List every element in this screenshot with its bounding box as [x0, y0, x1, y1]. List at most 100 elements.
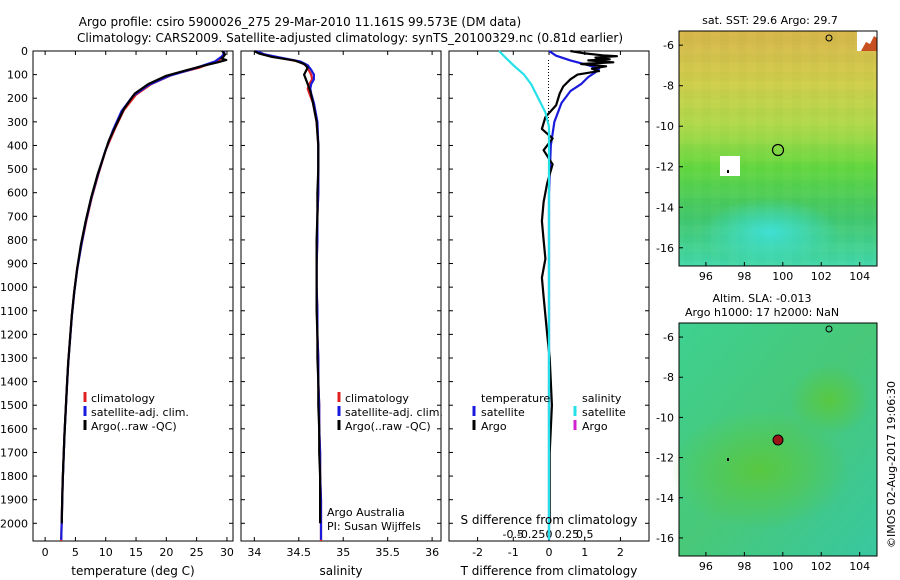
y-tick-label: 300 [7, 116, 28, 129]
difference-panel: -2 -1 0 1 2 -0.5-0.25 0 0.250.5 T difference f… [448, 49, 650, 578]
temperature-x-axis: 0 5 10 15 20 25 30 [42, 51, 234, 559]
legend-label-satellite: satellite-adj. clim. [91, 406, 189, 419]
x-tick-label: 10 [99, 546, 113, 559]
legend-temperature-heading: temperature [481, 392, 550, 405]
sla-map: Altim. SLA: -0.013 Argo h1000: 17 h2000:… [656, 292, 878, 573]
map-y-tick-label: -6 [663, 39, 674, 52]
difference-legend: temperature satellite Argo salinity sate… [472, 392, 626, 433]
depth-axis: 0 100 200 300 400 500 600 700 800 900 1000 1100 1200… [0, 45, 233, 530]
x-tick-label: 34 [247, 546, 261, 559]
map-y-tick-label: -10 [656, 120, 674, 133]
y-tick-label: 100 [7, 69, 28, 82]
sla-positive-anomaly [670, 410, 850, 530]
legend-label-t-satellite: satellite [481, 406, 525, 419]
y-tick-label: 800 [7, 234, 28, 247]
map-y-tick-label: -16 [656, 242, 674, 255]
temperature-axes [32, 50, 234, 542]
x-tick-label: 36 [425, 546, 439, 559]
x-tick-label: 35 [336, 546, 350, 559]
map-y-tick-label: -14 [656, 492, 674, 505]
series-line-t-argo [540, 49, 618, 524]
y-tick-label: 1500 [0, 399, 28, 412]
y-tick-label: 400 [7, 139, 28, 152]
series-line-s-satellite [498, 50, 551, 540]
salinity-axes [240, 50, 442, 542]
sla-axes: 96 98 100 102 104 -6 -8 -10 -12 -14 -16 [656, 331, 870, 573]
map-x-tick-label: 96 [699, 560, 713, 573]
series-line-argo-raw-qc- [253, 50, 322, 524]
map-x-tick-label: 104 [849, 560, 870, 573]
legend-label-t-argo: Argo [481, 420, 507, 433]
salinity-xlabel: salinity [319, 564, 362, 578]
sst-map: sat. SST: 29.6 Argo: 29.7 96 98 100 102 104 -… [656, 14, 878, 283]
x-tick-label: 0 [546, 546, 553, 559]
y-tick-label: 1300 [0, 352, 28, 365]
map-y-tick-label: -12 [656, 452, 674, 465]
x-tick-label: 2 [617, 546, 624, 559]
x-tick-label: 5 [72, 546, 79, 559]
s-difference-label: S difference from climatology [461, 513, 638, 527]
salinity-x-axis: 34 34.5 35 35.5 36 [247, 51, 439, 559]
x-tick-label: 0 [42, 546, 49, 559]
sla-argo-position [772, 434, 784, 446]
map-x-tick-label: 104 [849, 270, 870, 283]
map-y-tick-label: -8 [663, 80, 674, 93]
map-y-tick-label: -10 [656, 411, 674, 424]
y-tick-label: 700 [7, 210, 28, 223]
sst-missing-data [720, 156, 740, 176]
map-y-tick-label: -16 [656, 532, 674, 545]
sla-map-title-2: Argo h1000: 17 h2000: NaN [685, 306, 839, 319]
y-tick-label: 1900 [0, 494, 28, 507]
x-tick-label: -1 [508, 546, 519, 559]
sst-map-title: sat. SST: 29.6 Argo: 29.7 [702, 14, 838, 27]
y-tick-label: 900 [7, 258, 28, 271]
map-y-tick-label: -14 [656, 201, 674, 214]
difference-series [498, 49, 618, 540]
sst-cool-patch [700, 198, 840, 266]
sla-island [727, 458, 729, 461]
sst-island [727, 170, 729, 173]
sst-frame [678, 30, 878, 267]
y-tick-label: 1700 [0, 446, 28, 459]
map-y-tick-label: -8 [663, 371, 674, 384]
annotation-pi: PI: Susan Wijffels [327, 520, 421, 533]
legend-label-s-satellite: satellite [582, 406, 626, 419]
salinity-panel: 34 34.5 35 35.5 36 salinity climatology sate… [240, 49, 443, 578]
temperature-series [60, 50, 228, 542]
map-x-tick-label: 98 [737, 270, 751, 283]
x-tick-label: -2 [472, 546, 483, 559]
y-tick-label: 1000 [0, 281, 28, 294]
x-tick-label: 35.5 [375, 546, 400, 559]
salinity-difference-ticks: -0.5-0.25 0 0.250.5 [503, 528, 594, 541]
y-tick-label: 1400 [0, 376, 28, 389]
series-line-argo-raw-qc- [60, 50, 228, 524]
y-tick-label: 1100 [0, 305, 28, 318]
s-tick-label: 0.5 [576, 528, 594, 541]
sst-argo-position [771, 143, 785, 157]
map-x-tick-label: 100 [772, 270, 793, 283]
x-tick-label: 1 [581, 546, 588, 559]
sla-frame [678, 322, 878, 557]
y-tick-label: 1200 [0, 328, 28, 341]
legend-label-argo: Argo(..raw -QC) [345, 420, 431, 433]
annotation-argo-australia: Argo Australia [327, 506, 405, 519]
difference-depth-ticks [449, 50, 649, 524]
sst-island-outline [825, 34, 833, 42]
legend-salinity-heading: salinity [582, 392, 622, 405]
map-x-tick-label: 96 [699, 270, 713, 283]
sla-map-title-1: Altim. SLA: -0.013 [712, 292, 811, 305]
header-line-1: Argo profile: csiro 5900026_275 29-Mar-2… [79, 15, 521, 29]
temperature-legend: climatology satellite-adj. clim. Argo(..… [83, 392, 189, 433]
y-tick-label: 200 [7, 92, 28, 105]
salinity-legend: climatology satellite-adj. clim. Argo(..… [337, 392, 443, 433]
sla-positive-anomaly-2 [790, 365, 870, 435]
sst-land [861, 36, 877, 51]
legend-label-argo: Argo(..raw -QC) [91, 420, 177, 433]
difference-xlabel: T difference from climatology [460, 564, 638, 578]
y-tick-label: 600 [7, 187, 28, 200]
x-tick-label: 34.5 [287, 546, 312, 559]
credit-text: ©IMOS 02-Aug-2017 19:06:30 [885, 381, 898, 548]
legend-label-satellite: satellite-adj. clim. [345, 406, 443, 419]
legend-label-climatology: climatology [345, 392, 409, 405]
